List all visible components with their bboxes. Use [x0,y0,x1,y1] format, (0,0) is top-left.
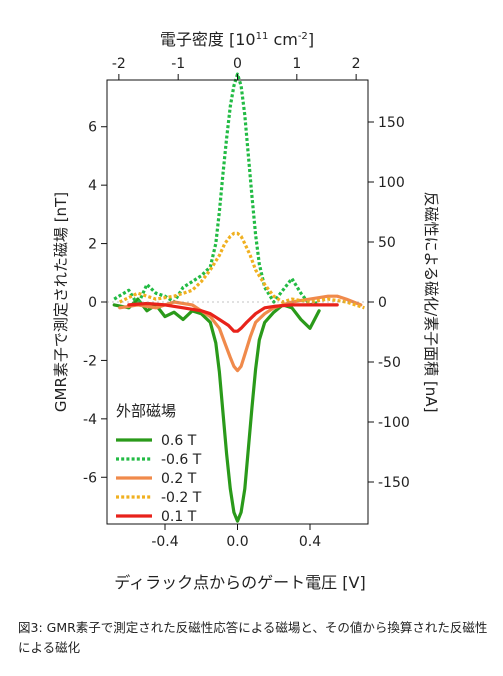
top-axis-label: 電子密度 [1011 cm-2] [160,30,314,49]
series-line-0 [112,297,321,523]
top-tick-label: -2 [112,56,126,72]
y-right-tick-label: 100 [378,175,405,191]
series-line-2 [118,294,363,373]
series-line-1 [113,72,320,307]
legend-title: 外部磁場 [116,402,176,420]
top-tick-label: 1 [292,56,301,72]
top-tick-label: 0 [233,56,242,72]
y-right-tick-label: -100 [378,415,410,431]
figure-caption: 図3: GMR素子で測定された反磁性応答による磁場と、その値から換算された反磁性… [18,620,488,655]
top-tick-label: -1 [171,56,185,72]
x-axis-label: ディラック点からのゲート電圧 [V] [114,573,365,592]
y-right-tick-label: 50 [378,235,396,251]
legend-label: 0.2 T [161,471,197,487]
y-axis-left-label: GMR素子で測定された磁場 [nT] [52,192,70,412]
y-right-tick-label: -50 [378,355,401,371]
y-left-tick-label: 2 [88,237,97,253]
y-right-tick-label: 0 [378,295,387,311]
legend-label: 0.6 T [161,433,197,449]
y-axis-right-label: 反磁性による磁化/素子面積 [nA] [422,192,440,413]
series-line-4 [127,301,339,333]
y-left-tick-label: -6 [83,470,97,486]
y-left-tick-label: 6 [88,120,97,136]
legend-label: -0.2 T [161,490,202,506]
top-tick-label: 2 [352,56,361,72]
x-tick-label: 0.4 [299,534,321,550]
y-left-tick-label: -4 [83,412,97,428]
figure-chart: -0.4 0.0 0.4 -2 -1 0 1 2 -6 -4 -2 0 2 4 6 -150 -100 -50 0 5… [52,30,440,592]
legend-label: 0.1 T [161,509,197,525]
x-tick-label: 0.0 [226,534,248,550]
series-line-3 [119,231,365,310]
legend: 外部磁場 0.6 T -0.6 T 0.2 T -0.2 T 0.1 T [116,402,202,525]
y-right-tick-label: 150 [378,115,405,131]
legend-label: -0.6 T [161,452,202,468]
y-left-tick-label: 4 [88,178,97,194]
series-layer [112,72,365,523]
x-tick-label: -0.4 [151,534,178,550]
y-left-tick-label: 0 [88,295,97,311]
y-right-tick-label: -150 [378,475,410,491]
y-left-tick-label: -2 [83,353,97,369]
